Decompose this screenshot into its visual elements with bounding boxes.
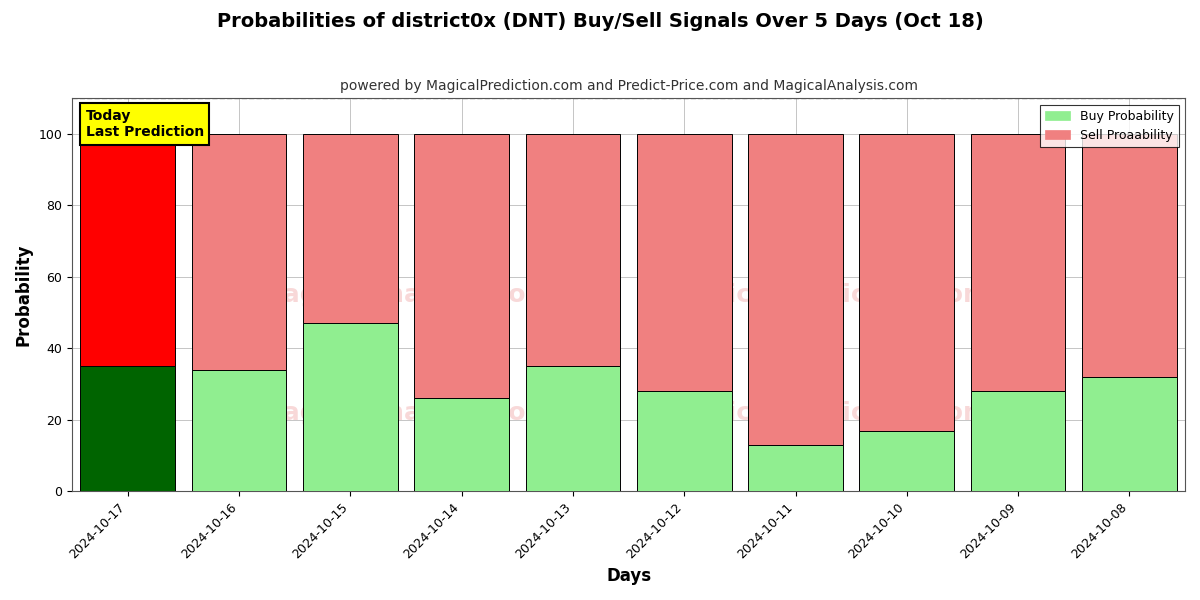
Bar — [192, 370, 287, 491]
Bar — [971, 134, 1066, 391]
Bar — [304, 323, 397, 491]
Bar — [526, 366, 620, 491]
Text: MagicalPrediction.com: MagicalPrediction.com — [668, 401, 990, 425]
Text: MagicalAnalysis.com: MagicalAnalysis.com — [259, 401, 553, 425]
X-axis label: Days: Days — [606, 567, 652, 585]
Legend: Buy Probability, Sell Proaability: Buy Probability, Sell Proaability — [1040, 104, 1178, 147]
Bar — [1082, 377, 1177, 491]
Bar — [749, 134, 842, 445]
Bar — [749, 445, 842, 491]
Bar — [80, 366, 175, 491]
Bar — [304, 134, 397, 323]
Bar — [526, 134, 620, 366]
Bar — [637, 134, 732, 391]
Bar — [414, 134, 509, 398]
Text: MagicalAnalysis.com: MagicalAnalysis.com — [259, 283, 553, 307]
Bar — [859, 431, 954, 491]
Text: Today
Last Prediction: Today Last Prediction — [85, 109, 204, 139]
Bar — [1082, 134, 1177, 377]
Title: powered by MagicalPrediction.com and Predict-Price.com and MagicalAnalysis.com: powered by MagicalPrediction.com and Pre… — [340, 79, 918, 93]
Text: Probabilities of district0x (DNT) Buy/Sell Signals Over 5 Days (Oct 18): Probabilities of district0x (DNT) Buy/Se… — [217, 12, 983, 31]
Y-axis label: Probability: Probability — [16, 244, 34, 346]
Text: MagicalPrediction.com: MagicalPrediction.com — [668, 283, 990, 307]
Bar — [637, 391, 732, 491]
Bar — [414, 398, 509, 491]
Bar — [971, 391, 1066, 491]
Bar — [859, 134, 954, 431]
Bar — [192, 134, 287, 370]
Bar — [80, 134, 175, 366]
